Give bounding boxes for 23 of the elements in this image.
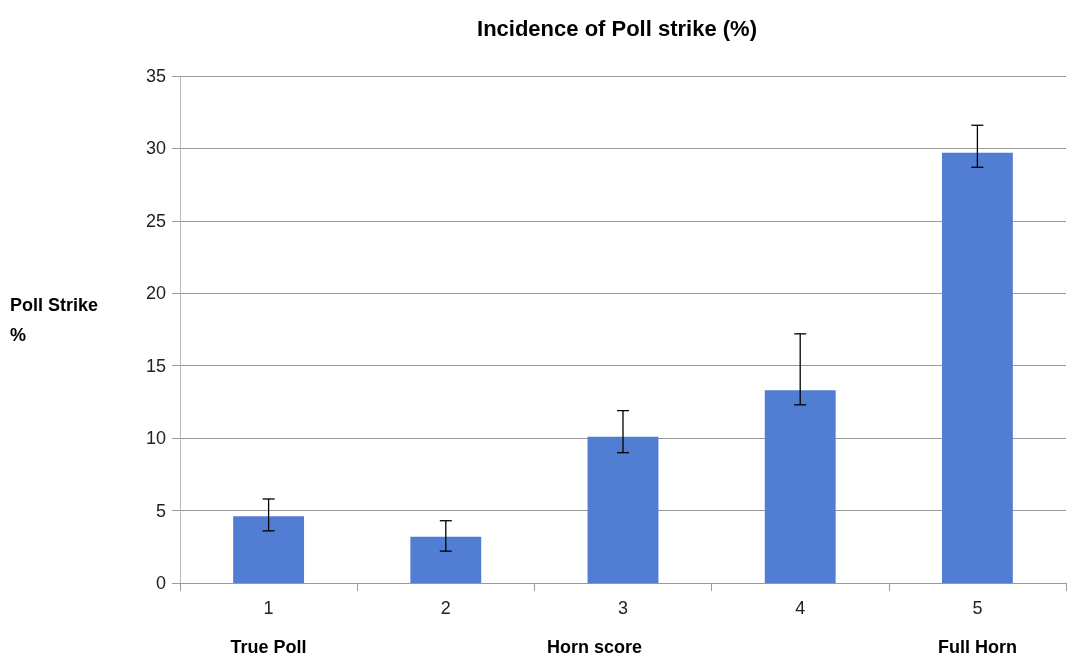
x-tick-label: 4 (795, 598, 806, 618)
x-tick-label: 3 (617, 598, 629, 618)
y-tick-label: 20 (145, 283, 166, 304)
bar (587, 436, 659, 583)
y-tick-label: 0 (155, 573, 166, 593)
y-tick-label: 5 (155, 500, 166, 521)
y-tick-label: 35 (145, 66, 166, 86)
x-tick-label: 5 (972, 598, 983, 618)
y-tick-label: 15 (145, 355, 166, 376)
text: Full Horn (937, 637, 1017, 657)
y-tick-label: 30 (145, 138, 166, 159)
x-tick-label: 1 (263, 598, 274, 618)
y-tick-label: 25 (145, 210, 166, 231)
x-axis-title: Horn score (547, 637, 643, 657)
bar (410, 536, 482, 583)
text: True Poll (230, 637, 307, 657)
y-axis-title: Poll Strike % (10, 295, 104, 345)
y-tick-label: 10 (145, 428, 166, 449)
bar (764, 390, 836, 583)
x-tick-label: 2 (440, 598, 451, 618)
chart-title: Incidence of Poll strike (%) (477, 15, 757, 41)
bar (233, 516, 305, 583)
bar (941, 152, 1013, 583)
